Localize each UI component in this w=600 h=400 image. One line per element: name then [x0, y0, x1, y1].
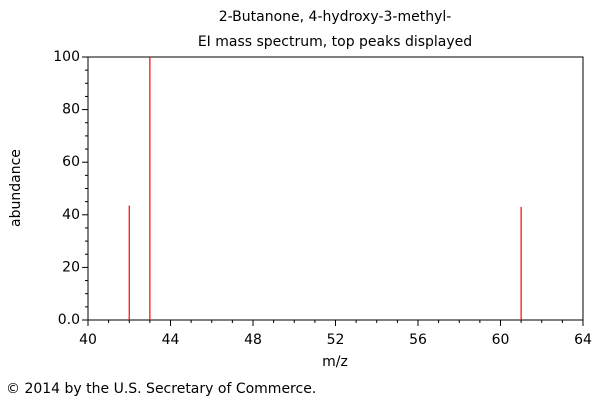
x-tick-label: 44	[162, 332, 180, 348]
chart-subtitle: EI mass spectrum, top peaks displayed	[198, 34, 472, 50]
x-tick-label: 48	[244, 332, 262, 348]
x-tick-label: 56	[409, 332, 427, 348]
x-axis-label: m/z	[322, 354, 348, 370]
y-tick-label: 80	[62, 102, 80, 118]
x-tick-label: 60	[492, 332, 510, 348]
y-tick-label: 40	[62, 207, 80, 223]
plot-frame	[87, 56, 584, 321]
x-tick-label: 52	[327, 332, 345, 348]
y-tick-label: 60	[62, 154, 80, 170]
y-tick-label: 20	[62, 259, 80, 275]
chart-title: 2-Butanone, 4-hydroxy-3-methyl-	[219, 9, 452, 25]
y-tick-label: 0.0	[58, 312, 80, 328]
y-tick-label: 100	[53, 49, 80, 65]
x-tick-label: 40	[79, 332, 97, 348]
x-tick-label: 64	[574, 332, 592, 348]
footer: © 2014 by the U.S. Secretary of Commerce…	[6, 381, 316, 397]
y-axis-label: abundance	[8, 149, 24, 227]
